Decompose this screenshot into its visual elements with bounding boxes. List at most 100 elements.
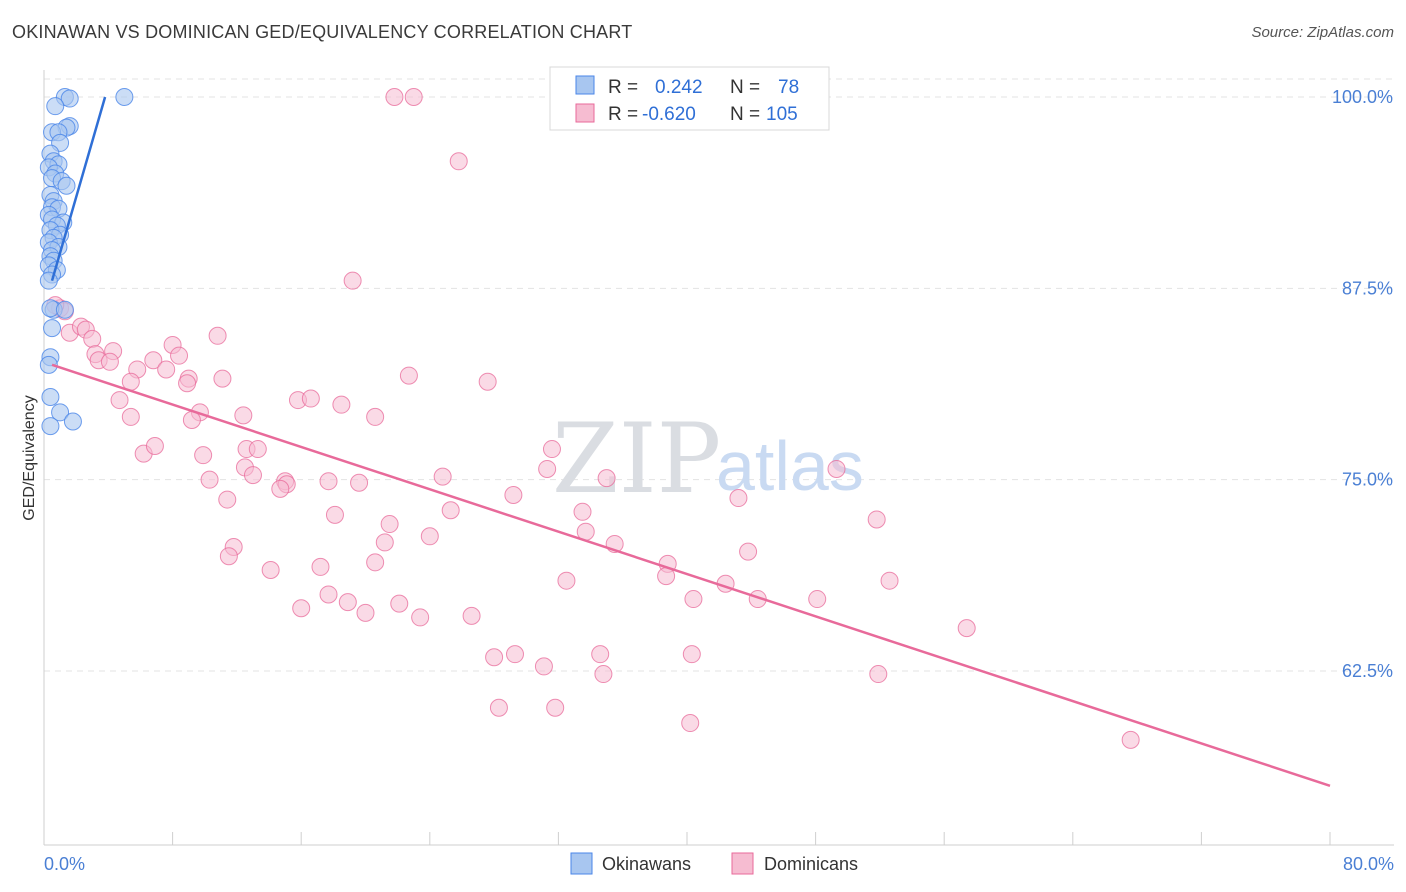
dominicans-point xyxy=(420,527,439,546)
dominicans-point xyxy=(462,606,481,625)
y-tick-label: 87.5% xyxy=(1342,278,1393,298)
dominicans-point xyxy=(219,547,238,566)
dominicans-point xyxy=(319,472,338,491)
dominicans-point xyxy=(301,389,320,408)
dominicans-point xyxy=(170,346,189,365)
bottom-legend: Okinawans Dominicans xyxy=(570,852,858,875)
okinawans-point xyxy=(41,417,60,436)
source-credit: Source: ZipAtlas.com xyxy=(1251,24,1394,41)
dominicans-point xyxy=(681,714,700,733)
dominicans-point xyxy=(332,395,351,414)
watermark: ZIP atlas xyxy=(552,403,864,515)
dominicans-point xyxy=(325,505,344,524)
dominicans-point xyxy=(505,645,524,664)
dominicans-point xyxy=(145,436,164,455)
dominicans-point xyxy=(739,542,758,561)
watermark-zip: ZIP xyxy=(552,403,721,515)
dominicans-point xyxy=(366,407,385,426)
x-tick-label-max: 80.0% xyxy=(1343,854,1394,874)
bottom-legend-okinawans-swatch xyxy=(570,852,593,875)
dominicans-point xyxy=(1121,730,1140,749)
okinawans-point xyxy=(39,355,58,374)
legend-n-label-okinawans: N = xyxy=(730,77,760,98)
dominicans-point xyxy=(504,485,523,504)
x-tick-label-min: 0.0% xyxy=(44,854,85,874)
dominicans-point xyxy=(380,515,399,534)
dominicans-point xyxy=(485,648,504,667)
dominicans-point xyxy=(404,88,423,106)
dominicans-point xyxy=(350,473,369,492)
dominicans-point xyxy=(449,152,468,171)
legend-r-value-okinawans: 0.242 xyxy=(655,77,703,98)
dominicans-point xyxy=(390,594,409,613)
dominicans-point xyxy=(682,645,701,664)
okinawans-point xyxy=(55,300,74,319)
y-tick-label: 62.5% xyxy=(1342,661,1393,681)
legend-n-value-okinawans: 78 xyxy=(778,77,799,98)
dominicans-point xyxy=(827,459,846,478)
dominicans-point xyxy=(534,657,553,676)
dominicans-point xyxy=(200,470,219,489)
dominicans-point xyxy=(808,590,827,609)
dominicans-point xyxy=(100,352,119,371)
dominicans-point xyxy=(343,271,362,290)
dominicans-point xyxy=(121,407,140,426)
okinawans-point xyxy=(115,88,134,106)
dominicans-point xyxy=(489,698,508,717)
dominicans-point xyxy=(880,571,899,590)
dominicans-point xyxy=(356,603,375,622)
okinawans-point xyxy=(41,388,60,407)
dominicans-point xyxy=(213,369,232,388)
dominicans-point xyxy=(684,590,703,609)
dominicans-point xyxy=(957,619,976,638)
bottom-legend-dominicans-label: Dominicans xyxy=(764,854,858,874)
stats-legend-box xyxy=(549,66,830,131)
stats-legend: R = 0.242 N = 78 R = -0.620 N = 105 xyxy=(549,66,830,131)
dominicans-point xyxy=(194,446,213,465)
dominicans-point xyxy=(338,593,357,612)
dominicans-point xyxy=(729,489,748,508)
okinawans-point xyxy=(63,412,82,431)
dominicans-point xyxy=(248,440,267,459)
okinawans-point xyxy=(46,97,65,116)
dominicans-point xyxy=(292,599,311,618)
dominicans-point xyxy=(542,440,561,459)
y-tick-label: 75.0% xyxy=(1342,470,1393,490)
x-ticks xyxy=(43,832,1331,845)
okinawans-point xyxy=(60,89,79,108)
dominicans-point xyxy=(594,665,613,684)
dominicans-point xyxy=(271,479,290,498)
dominicans-point xyxy=(411,608,430,627)
dominicans-point xyxy=(208,326,227,345)
dominicans-point xyxy=(319,585,338,604)
okinawans-point xyxy=(43,319,62,338)
dominicans-swatch xyxy=(575,103,595,123)
dominicans-point xyxy=(399,366,418,385)
chart-title: OKINAWAN VS DOMINICAN GED/EQUIVALENCY CO… xyxy=(12,22,633,42)
dominicans-point xyxy=(243,466,262,485)
okinawans-point xyxy=(57,176,76,195)
dominicans-point xyxy=(441,501,460,520)
dominicans-point xyxy=(433,467,452,486)
legend-n-value-dominicans: 105 xyxy=(766,104,798,125)
dominicans-trend-line xyxy=(51,363,1331,787)
dominicans-point xyxy=(157,360,176,379)
dominicans-point xyxy=(110,391,129,410)
okinawans-trend-line xyxy=(50,96,107,282)
dominicans-point xyxy=(597,469,616,488)
dominicans-point xyxy=(557,571,576,590)
dominicans-point xyxy=(83,329,102,348)
legend-n-label-dominicans: N = xyxy=(730,104,760,125)
legend-r-label-okinawans: R = xyxy=(608,77,638,98)
dominicans-point xyxy=(385,88,404,106)
dominicans-point xyxy=(234,406,253,425)
okinawans-point xyxy=(51,403,70,422)
dominicans-point xyxy=(478,372,497,391)
bottom-legend-okinawans-label: Okinawans xyxy=(602,854,691,874)
legend-r-label-dominicans: R = xyxy=(608,104,638,125)
dominicans-point xyxy=(311,557,330,576)
dominicans-point xyxy=(867,510,886,529)
dominicans-point xyxy=(546,698,565,717)
dominicans-point xyxy=(591,645,610,664)
